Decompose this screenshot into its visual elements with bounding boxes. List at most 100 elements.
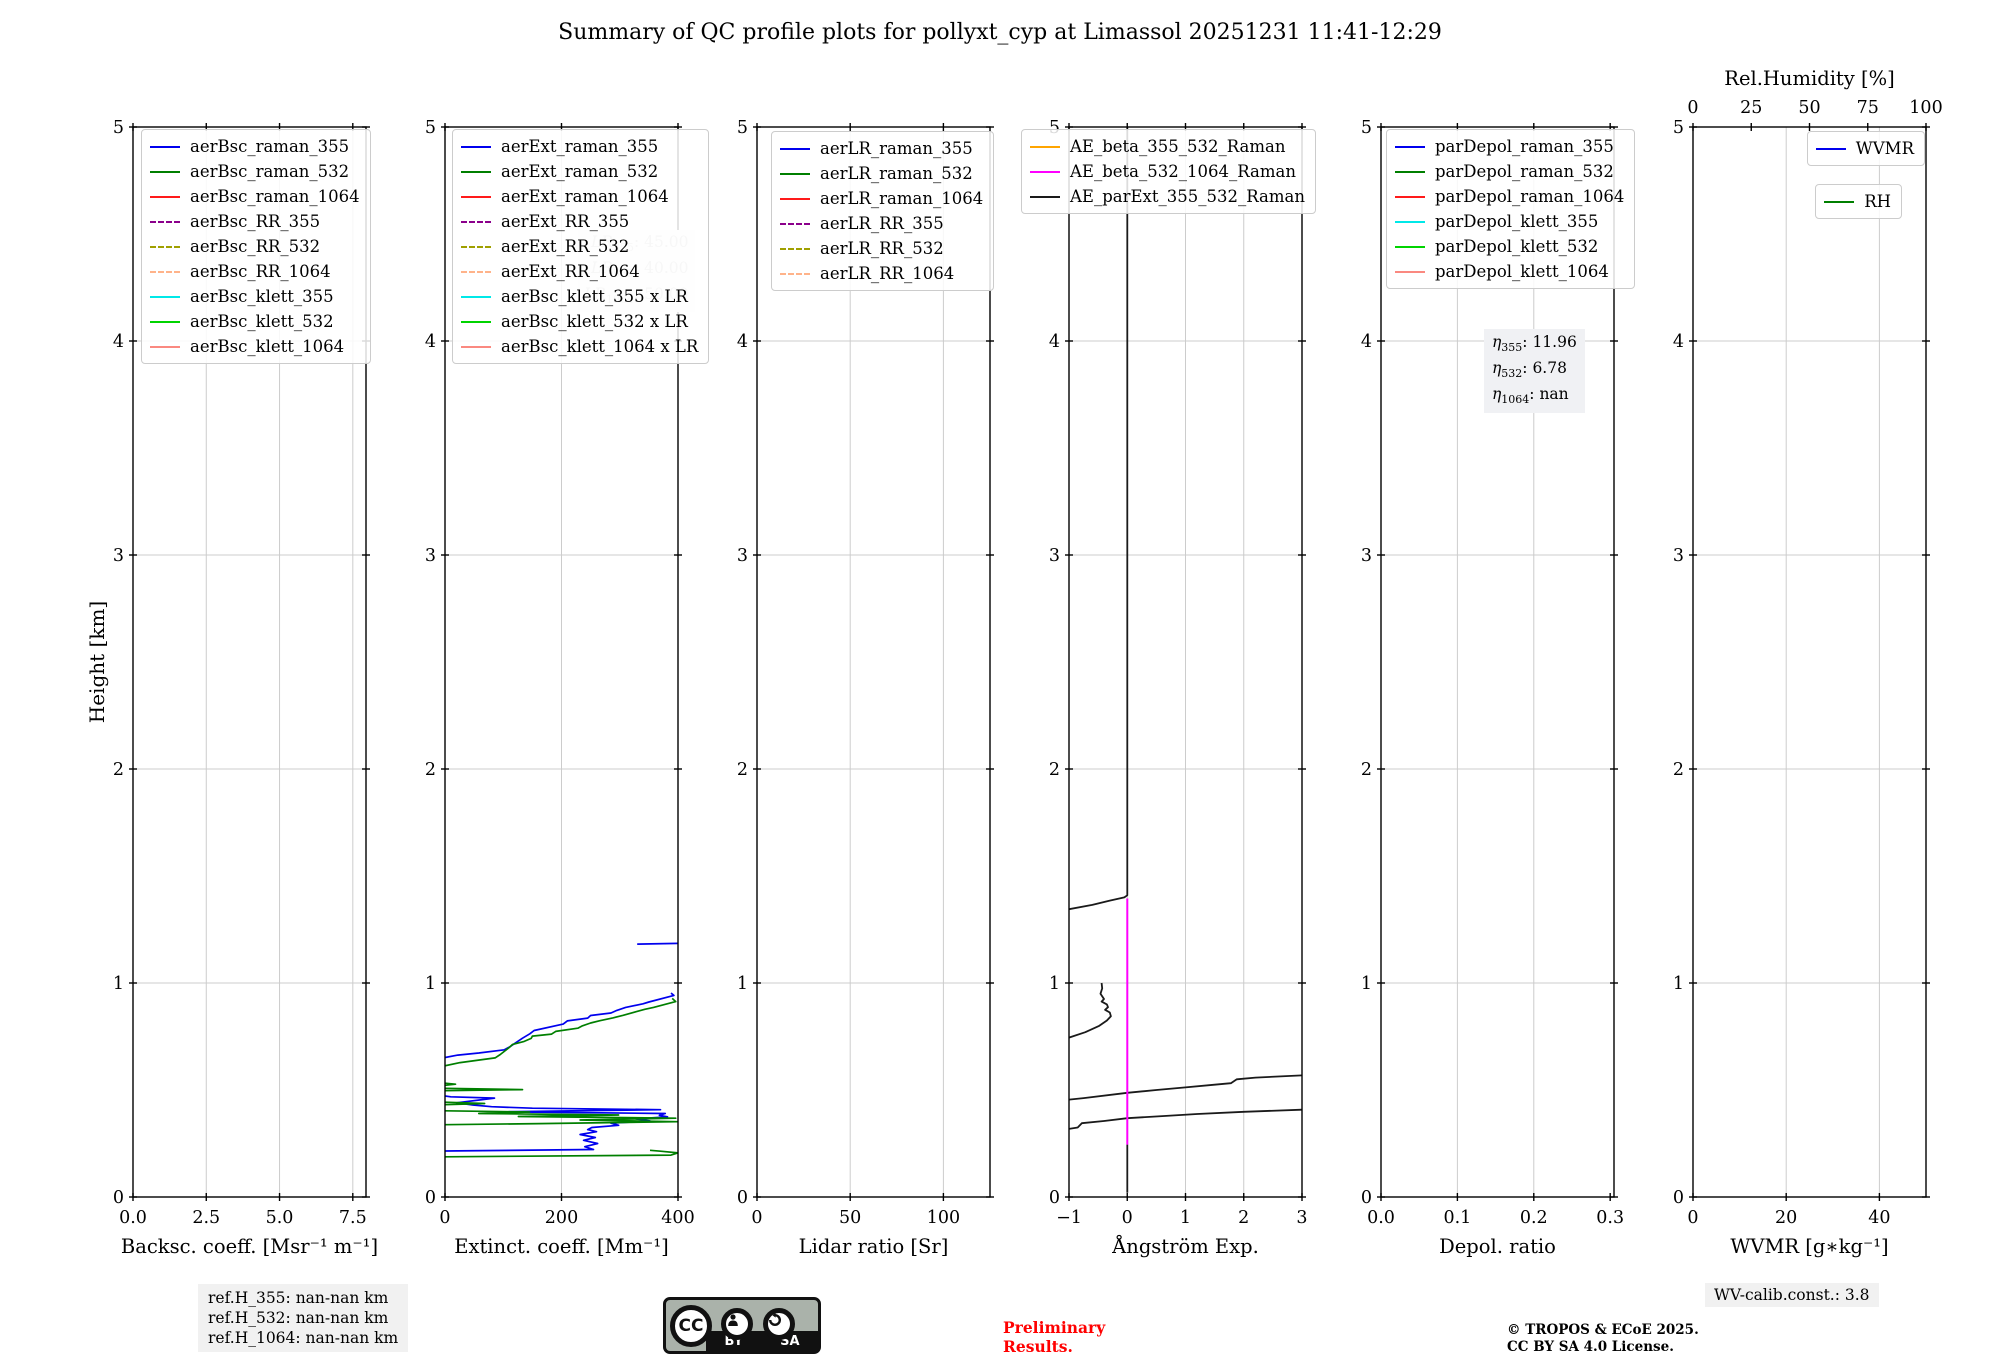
annotation-line: η532: 6.78 xyxy=(1492,359,1567,381)
legend-label: parDepol_raman_532 xyxy=(1435,162,1614,181)
series-aerExt_raman_532 xyxy=(445,1149,678,1158)
legend-label: aerBsc_RR_1064 xyxy=(190,262,331,281)
line-swatch-icon xyxy=(1824,200,1855,203)
legend-extinction: aerExt_raman_355 aerExt_raman_532 aerExt_r… xyxy=(452,129,710,364)
legend-entry: parDepol_klett_355 xyxy=(1395,209,1624,234)
legend-label: parDepol_klett_532 xyxy=(1435,237,1599,256)
legend-lidar-ratio: aerLR_raman_355 aerLR_raman_532 aerLR_rama… xyxy=(771,131,995,291)
line-swatch-icon xyxy=(150,320,180,323)
legend-wvmr-rh: RH xyxy=(1815,184,1902,219)
line-swatch-icon xyxy=(461,145,491,148)
top-axis-label: Rel.Humidity [%] xyxy=(1724,67,1894,90)
legend-label: RH xyxy=(1864,192,1891,211)
y-tick-label: 5 xyxy=(1361,118,1372,138)
legend-label: aerLR_raman_355 xyxy=(820,139,973,158)
top-tick-label: 0 xyxy=(1687,98,1698,118)
legend-entry: aerBsc_raman_1064 xyxy=(150,184,360,209)
x-tick-label: −1 xyxy=(1056,1208,1082,1228)
line-swatch-icon xyxy=(150,145,180,148)
y-tick-label: 4 xyxy=(113,332,124,352)
line-swatch-icon xyxy=(1395,170,1425,173)
dashed-line-swatch-icon xyxy=(780,247,810,250)
line-swatch-icon xyxy=(461,295,491,298)
x-tick-label: 7.5 xyxy=(339,1208,367,1228)
x-tick-label: 2.5 xyxy=(192,1208,220,1228)
x-axis-label-extinction: Extinct. coeff. [Mm⁻¹] xyxy=(454,1235,669,1258)
line-swatch-icon xyxy=(1030,170,1060,173)
x-tick-label: 3 xyxy=(1296,1208,1307,1228)
panel-lidar-ratio xyxy=(753,123,994,1201)
legend-label: aerBsc_klett_532 xyxy=(190,312,334,331)
legend-label: AE_beta_532_1064_Raman xyxy=(1070,162,1296,181)
annotation-line: η1064: nan xyxy=(1492,385,1569,407)
x-tick-label: 0.2 xyxy=(1520,1208,1548,1228)
panel-wvmr xyxy=(1689,123,1930,1201)
legend-entry: aerLR_raman_1064 xyxy=(780,186,983,211)
legend-entry: aerBsc_RR_355 xyxy=(150,209,360,234)
line-swatch-icon xyxy=(150,170,180,173)
y-tick-label: 3 xyxy=(737,546,748,566)
y-tick-label: 5 xyxy=(425,118,436,138)
series-AE_parExt_355_532_Raman xyxy=(1069,1074,1302,1101)
dashed-line-swatch-icon xyxy=(150,245,180,248)
series-aerExt_raman_532 xyxy=(445,1082,457,1087)
dashed-line-swatch-icon xyxy=(461,220,491,223)
y-tick-label: 3 xyxy=(1673,546,1684,566)
legend-entry: parDepol_klett_532 xyxy=(1395,234,1624,259)
line-swatch-icon xyxy=(461,195,491,198)
line-swatch-icon xyxy=(1395,145,1425,148)
legend-entry: aerLR_raman_355 xyxy=(780,136,983,161)
legend-label: parDepol_klett_1064 xyxy=(1435,262,1609,281)
reference-height-box: ref.H_355: nan-nan km ref.H_532: nan-nan… xyxy=(198,1284,409,1352)
series-aerExt_raman_355 xyxy=(445,992,675,1059)
series-aerExt_raman_355 xyxy=(445,1095,669,1152)
legend-depol-ratio: parDepol_raman_355 parDepol_raman_532 parD… xyxy=(1386,129,1636,289)
legend-entry: parDepol_raman_1064 xyxy=(1395,184,1624,209)
x-axis-label-lidar-ratio: Lidar ratio [Sr] xyxy=(799,1235,949,1258)
line-swatch-icon xyxy=(1395,195,1425,198)
legend-entry: aerExt_RR_532 xyxy=(461,234,698,259)
legend-entry: AE_parExt_355_532_Raman xyxy=(1030,184,1305,209)
y-tick-label: 2 xyxy=(113,760,124,780)
x-tick-label: 50 xyxy=(839,1208,861,1228)
legend-label: aerBsc_klett_355 x LR xyxy=(501,287,688,306)
x-tick-label: 0 xyxy=(751,1208,762,1228)
x-axis-label-backscatter: Backsc. coeff. [Msr⁻¹ m⁻¹] xyxy=(121,1235,378,1258)
y-tick-label: 3 xyxy=(425,546,436,566)
series-aerExt_raman_532 xyxy=(445,997,677,1067)
legend-entry: aerExt_raman_355 xyxy=(461,134,698,159)
y-tick-label: 5 xyxy=(737,118,748,138)
x-tick-label: 5.0 xyxy=(266,1208,294,1228)
y-tick-label: 0 xyxy=(1361,1188,1372,1208)
x-axis-label-angstrom: Ångström Exp. xyxy=(1111,1233,1259,1258)
series-AE_parExt_355_532_Raman xyxy=(1069,982,1112,1039)
top-tick-label: 75 xyxy=(1857,98,1879,118)
dashed-line-swatch-icon xyxy=(150,220,180,223)
legend-label: WVMR xyxy=(1855,139,1914,158)
y-tick-label: 1 xyxy=(113,974,124,994)
legend-label: parDepol_klett_355 xyxy=(1435,212,1599,231)
legend-label: aerExt_RR_1064 xyxy=(501,262,640,281)
legend-entry: aerBsc_RR_532 xyxy=(150,234,360,259)
line-swatch-icon xyxy=(1395,245,1425,248)
dashed-line-swatch-icon xyxy=(461,270,491,273)
preliminary-results-note: Preliminary Results. xyxy=(1003,1318,1106,1356)
legend-label: AE_parExt_355_532_Raman xyxy=(1070,187,1305,206)
legend-label: aerBsc_klett_1064 xyxy=(190,337,345,356)
series-AE_parExt_355_532_Raman xyxy=(1069,127,1129,911)
legend-entry: WVMR xyxy=(1815,136,1914,161)
legend-label: aerExt_raman_1064 xyxy=(501,187,669,206)
line-swatch-icon xyxy=(1030,195,1060,198)
legend-label: aerLR_raman_532 xyxy=(820,164,973,183)
y-tick-label: 1 xyxy=(425,974,436,994)
y-tick-label: 3 xyxy=(113,546,124,566)
legend-label: parDepol_raman_1064 xyxy=(1435,187,1625,206)
legend-label: aerBsc_raman_355 xyxy=(190,137,350,156)
legend-wvmr-wvmr: WVMR xyxy=(1806,131,1925,166)
y-tick-label: 0 xyxy=(1049,1188,1060,1208)
line-swatch-icon xyxy=(1030,145,1060,148)
x-tick-label: 0 xyxy=(439,1208,450,1228)
y-tick-label: 1 xyxy=(1361,974,1372,994)
legend-label: aerBsc_RR_355 xyxy=(190,212,321,231)
legend-entry: aerBsc_klett_1064 x LR xyxy=(461,334,698,359)
